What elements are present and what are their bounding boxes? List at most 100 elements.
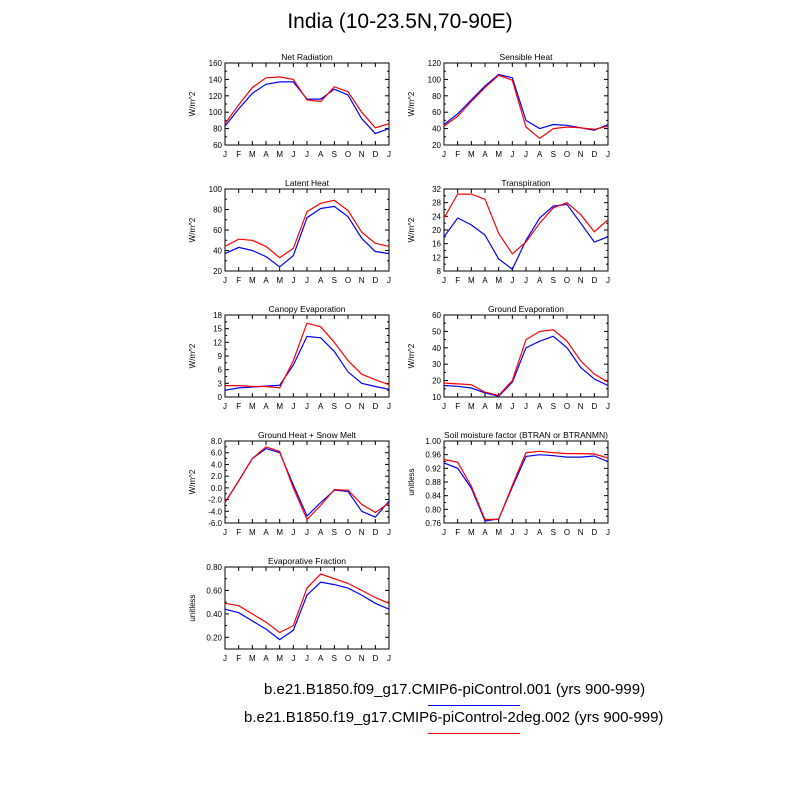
x-tick-label: D	[372, 150, 378, 159]
plot-frame	[224, 566, 390, 650]
x-tick-label: N	[359, 276, 365, 285]
series-line-2	[443, 450, 609, 521]
y-tick-label: 32	[432, 185, 441, 194]
x-tick-label: O	[345, 528, 351, 537]
x-tick-label: J	[606, 276, 610, 285]
x-tick-label: J	[387, 654, 391, 663]
x-tick-label: J	[510, 402, 514, 411]
x-tick-label: J	[442, 402, 446, 411]
y-tick-label: 4.0	[211, 460, 223, 469]
x-tick-label: O	[345, 402, 351, 411]
x-tick-label: M	[276, 402, 283, 411]
series-line-1	[443, 454, 609, 522]
x-tick-label: D	[591, 528, 597, 537]
panel-title: Soil moisture factor (BTRAN or BTRANMN)	[444, 430, 608, 440]
y-axis-label: W/m^2	[407, 343, 416, 368]
y-tick-label: 0	[218, 393, 223, 402]
x-tick-label: J	[524, 150, 528, 159]
x-tick-label: D	[372, 528, 378, 537]
page-title: India (10-23.5N,70-90E)	[287, 10, 513, 33]
panel-title: Net Radiation	[281, 52, 333, 62]
x-tick-label: J	[305, 276, 309, 285]
series-line-2	[224, 446, 390, 521]
y-tick-label: 15	[213, 325, 222, 334]
x-tick-label: J	[524, 402, 528, 411]
x-tick-label: D	[591, 276, 597, 285]
panel-title: Canopy Evaporation	[268, 304, 345, 314]
x-tick-label: J	[291, 276, 295, 285]
x-tick-label: A	[263, 528, 269, 537]
x-tick-label: N	[359, 528, 365, 537]
y-axis-label: W/m^2	[188, 91, 197, 116]
y-tick-label: 80	[213, 125, 222, 134]
y-axis-label: W/m^2	[188, 469, 197, 494]
x-tick-label: A	[318, 150, 324, 159]
x-tick-label: A	[537, 276, 543, 285]
y-tick-label: 20	[432, 377, 441, 386]
legend-entry-1-label: b.e21.B1850.f09_g17.CMIP6-piControl.001 …	[264, 681, 646, 698]
x-tick-label: A	[482, 276, 488, 285]
x-tick-label: F	[236, 402, 241, 411]
x-tick-label: J	[510, 528, 514, 537]
x-tick-label: O	[564, 402, 570, 411]
y-axis-label: W/m^2	[407, 217, 416, 242]
series-line-1	[443, 203, 609, 271]
y-tick-label: 8.0	[211, 437, 223, 446]
x-tick-label: N	[359, 402, 365, 411]
series-line-2	[443, 193, 609, 255]
x-tick-label: A	[263, 654, 269, 663]
x-tick-label: J	[223, 150, 227, 159]
x-tick-label: J	[291, 402, 295, 411]
x-tick-label: A	[318, 528, 324, 537]
y-tick-label: 12	[213, 338, 222, 347]
series-line-2	[225, 322, 390, 389]
y-tick-label: 6	[218, 366, 223, 375]
plot-frame	[224, 62, 390, 146]
x-tick-label: O	[564, 528, 570, 537]
x-tick-label: J	[291, 150, 295, 159]
series-line-2	[443, 74, 609, 140]
x-tick-label: F	[455, 528, 460, 537]
plot-frame	[224, 188, 390, 272]
x-tick-label: M	[276, 654, 283, 663]
plot-frame	[443, 188, 609, 272]
x-tick-label: J	[305, 654, 309, 663]
y-tick-label: 20	[213, 267, 222, 276]
x-tick-label: J	[442, 276, 446, 285]
x-tick-label: M	[249, 402, 256, 411]
x-tick-label: J	[223, 402, 227, 411]
panel-title: Latent Heat	[285, 178, 330, 188]
y-tick-label: 100	[209, 108, 223, 117]
y-axis-label: W/m^2	[407, 91, 416, 116]
y-tick-label: 120	[209, 92, 223, 101]
x-tick-label: M	[495, 276, 502, 285]
y-tick-label: 60	[432, 108, 441, 117]
x-tick-label: J	[606, 402, 610, 411]
x-tick-label: D	[591, 150, 597, 159]
x-tick-label: A	[263, 402, 269, 411]
y-axis-label: unitless	[188, 594, 197, 621]
x-tick-label: J	[223, 654, 227, 663]
x-tick-label: M	[495, 150, 502, 159]
x-tick-label: F	[236, 276, 241, 285]
panel-title: Ground Evaporation	[488, 304, 564, 314]
series-line-1	[224, 81, 390, 135]
x-tick-label: A	[482, 528, 488, 537]
y-tick-label: -4.0	[208, 507, 222, 516]
panel-title: Evaporative Fraction	[268, 556, 346, 566]
y-tick-label: 40	[432, 125, 441, 134]
x-tick-label: O	[564, 150, 570, 159]
y-axis-label: unitless	[407, 468, 416, 495]
x-tick-label: J	[606, 150, 610, 159]
y-tick-label: 0.80	[206, 563, 222, 572]
x-tick-label: F	[455, 150, 460, 159]
x-tick-label: S	[332, 654, 337, 663]
panel-title: Ground Heat + Snow Melt	[258, 430, 357, 440]
series-line-1	[443, 73, 609, 131]
x-tick-label: M	[495, 402, 502, 411]
series-line-1	[224, 205, 390, 268]
